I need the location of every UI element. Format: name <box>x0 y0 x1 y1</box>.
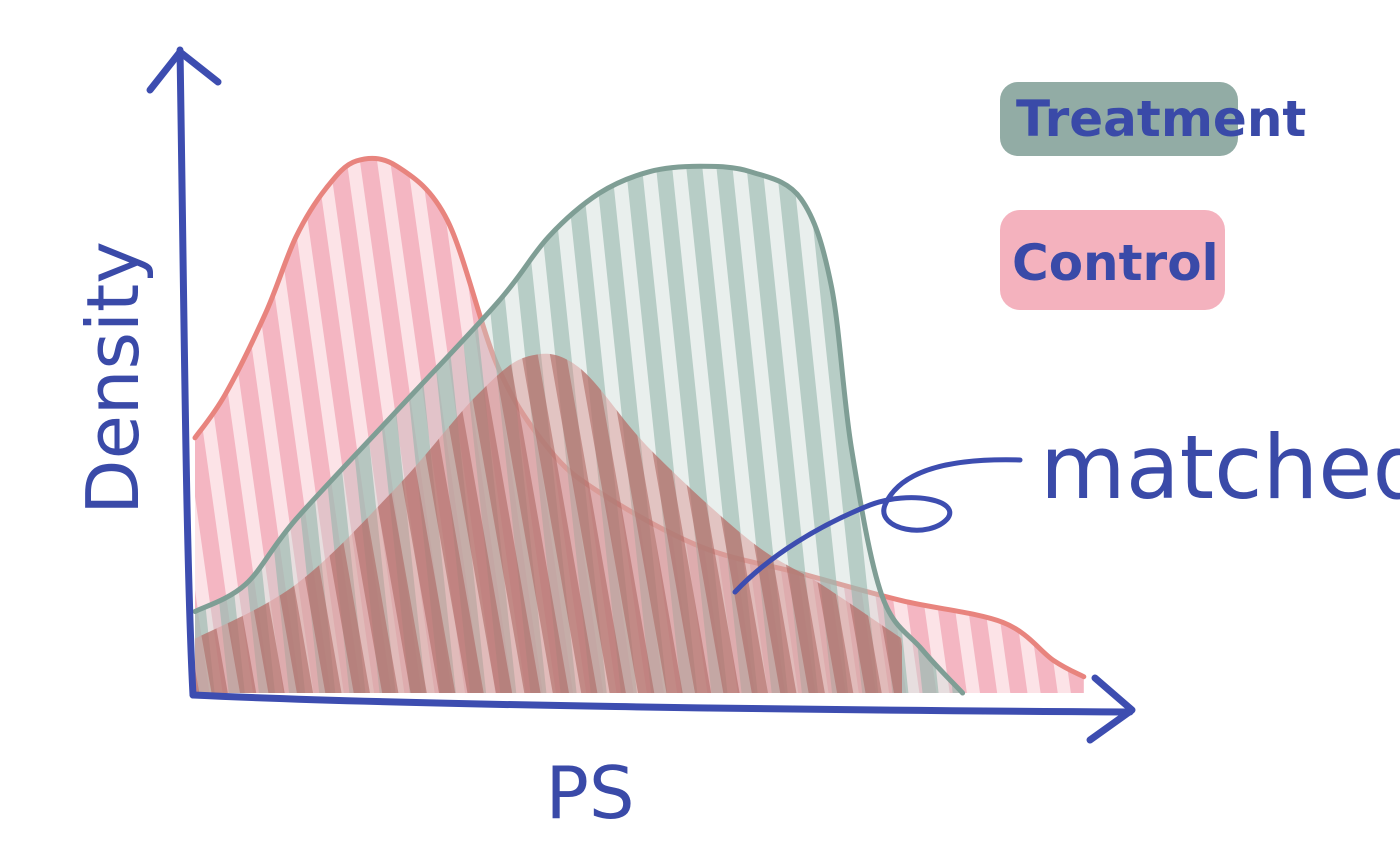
matched-label: matched <box>1040 416 1400 519</box>
matched-pointer <box>732 457 1023 595</box>
x-axis <box>189 691 1134 716</box>
y-axis-arrow <box>146 48 222 94</box>
legend-label-control: Control <box>1012 234 1219 292</box>
axes <box>146 46 1136 744</box>
matched-annotation: matched <box>732 416 1400 595</box>
outline-treatment <box>192 163 966 696</box>
series-layer <box>192 155 1087 696</box>
legend-label-treatment: Treatment <box>1016 90 1306 148</box>
x-axis-arrow <box>1086 674 1136 744</box>
legend: Treatment Control <box>1000 82 1306 310</box>
x-axis-label: PS <box>545 751 634 835</box>
area-matched <box>195 353 902 693</box>
y-axis <box>176 46 197 699</box>
legend-swatch-treatment <box>1000 82 1238 156</box>
y-axis-label: Density <box>71 241 155 515</box>
legend-swatch-control <box>1000 210 1225 310</box>
